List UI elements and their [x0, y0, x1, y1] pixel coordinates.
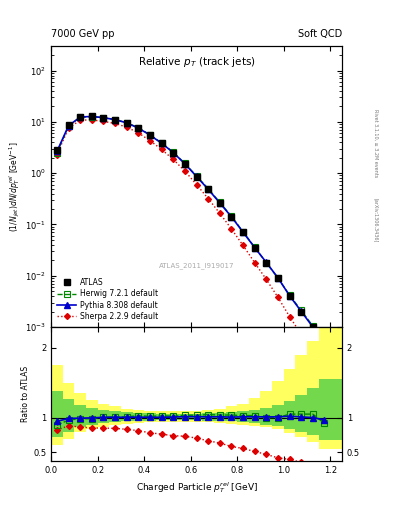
Text: ATLAS_2011_I919017: ATLAS_2011_I919017 [159, 262, 234, 269]
Text: Soft QCD: Soft QCD [298, 29, 342, 39]
Legend: ATLAS, Herwig 7.2.1 default, Pythia 8.308 default, Sherpa 2.2.9 default: ATLAS, Herwig 7.2.1 default, Pythia 8.30… [55, 276, 161, 323]
X-axis label: Charged Particle $p_T^{rel}$ [GeV]: Charged Particle $p_T^{rel}$ [GeV] [136, 480, 257, 495]
Text: Relative $p_T$ (track jets): Relative $p_T$ (track jets) [138, 54, 255, 69]
Y-axis label: $(1/N_{jet})dN/dp_T^{rel}$ [GeV$^{-1}$]: $(1/N_{jet})dN/dp_T^{rel}$ [GeV$^{-1}$] [8, 141, 22, 232]
Text: 7000 GeV pp: 7000 GeV pp [51, 29, 115, 39]
Text: [arXiv:1306.3436]: [arXiv:1306.3436] [373, 198, 378, 242]
Text: Rivet 3.1.10, ≥ 3.2M events: Rivet 3.1.10, ≥ 3.2M events [373, 109, 378, 178]
Y-axis label: Ratio to ATLAS: Ratio to ATLAS [21, 366, 30, 422]
